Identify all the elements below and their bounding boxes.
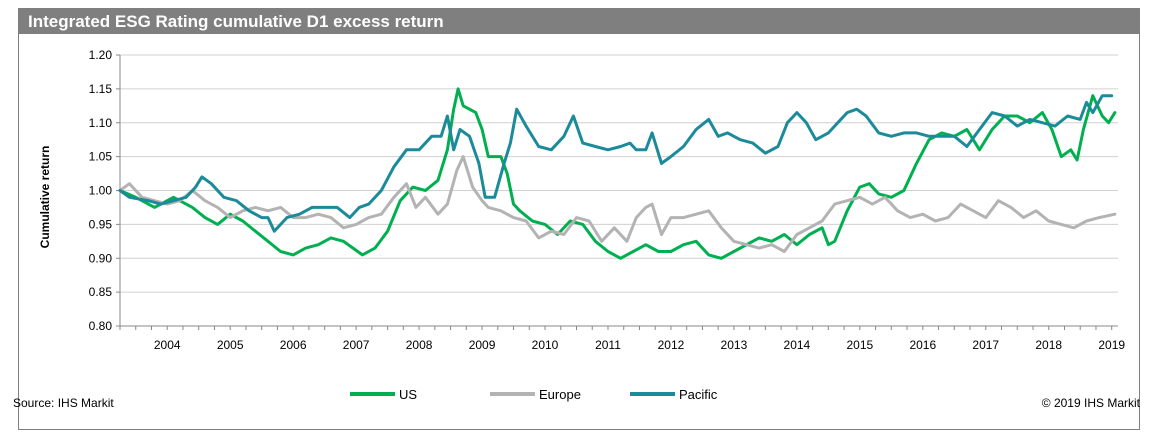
- x-tick-label: 2005: [217, 338, 244, 352]
- x-tick-label: 2004: [154, 338, 181, 352]
- x-tick-label: 2015: [846, 338, 873, 352]
- x-tick-label: 2012: [658, 338, 685, 352]
- chart-title: Integrated ESG Rating cumulative D1 exce…: [19, 9, 1139, 34]
- y-tick-label: 1.15: [89, 82, 113, 96]
- x-tick-label: 2018: [1035, 338, 1062, 352]
- axis-layer: 0.80 0.85 0.90 0.95 1.00 1.05 1.10 1.15 1.20 2004…: [89, 48, 1126, 352]
- x-tick-label: 2009: [469, 338, 496, 352]
- y-tick-label: 0.85: [89, 285, 113, 299]
- x-tick-label: 2014: [784, 338, 811, 352]
- series-line-europe: [118, 155, 1117, 253]
- x-tick-label: 2013: [721, 338, 748, 352]
- x-tick-label: 2011: [595, 338, 621, 352]
- legend-label-europe: Europe: [539, 387, 581, 402]
- grid-layer: [120, 54, 1118, 327]
- x-tick-label: 2008: [406, 338, 433, 352]
- y-tick-label: 0.80: [89, 319, 113, 333]
- x-tick-label: 2010: [532, 338, 559, 352]
- source-note: Source: IHS Markit: [13, 396, 114, 410]
- x-tick-label: 2019: [1098, 338, 1125, 352]
- x-tick-label: 2016: [909, 338, 936, 352]
- copyright-note: © 2019 IHS Markit: [1041, 396, 1140, 410]
- series-layer: [118, 87, 1117, 260]
- y-tick-label: 1.20: [89, 48, 113, 62]
- x-tick-label: 2006: [280, 338, 307, 352]
- y-tick-label: 0.90: [89, 251, 113, 265]
- legend-label-us: US: [399, 387, 417, 402]
- legend-label-pacific: Pacific: [679, 387, 718, 402]
- y-axis-label: Cumulative return: [38, 146, 52, 249]
- x-tick-label: 2007: [343, 338, 370, 352]
- y-tick-label: 1.10: [89, 116, 113, 130]
- y-tick-label: 0.95: [89, 217, 113, 231]
- legend: US Europe Pacific: [350, 387, 718, 402]
- y-tick-label: 1.00: [89, 184, 113, 198]
- series-line-pacific: [118, 94, 1114, 233]
- y-tick-label: 1.05: [89, 150, 113, 164]
- x-tick-label: 2017: [972, 338, 999, 352]
